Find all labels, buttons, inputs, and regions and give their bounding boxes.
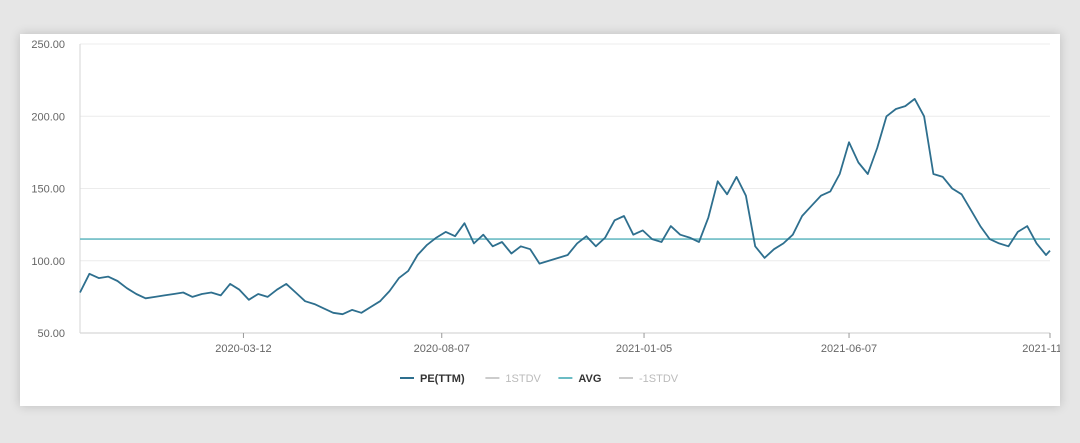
legend-label: AVG — [578, 373, 601, 385]
x-tick-label: 2020-08-07 — [414, 343, 470, 355]
pe-ttm-chart: 50.00 100.00 150.00 200.00 250.00 2020-03-12 2… — [31, 39, 1060, 385]
legend-label: PE(TTM) — [420, 373, 465, 385]
y-tick-label: 200.00 — [31, 111, 65, 123]
chart-card: 50.00 100.00 150.00 200.00 250.00 2020-03-12 2… — [20, 34, 1060, 406]
legend-label: 1STDV — [505, 373, 541, 385]
y-tick-label: 150.00 — [31, 184, 65, 196]
legend-label: -1STDV — [639, 373, 679, 385]
x-tick-label: 2021-06-07 — [821, 343, 877, 355]
x-tick-label: 2021-11-04 — [1022, 343, 1060, 355]
x-tick-label: 2020-03-12 — [215, 343, 271, 355]
y-tick-label: 50.00 — [37, 328, 65, 340]
y-tick-label: 250.00 — [31, 39, 65, 51]
pe-ttm-line — [79, 98, 1051, 316]
x-tick-label: 2021-01-05 — [616, 343, 672, 355]
y-tick-label: 100.00 — [31, 256, 65, 268]
